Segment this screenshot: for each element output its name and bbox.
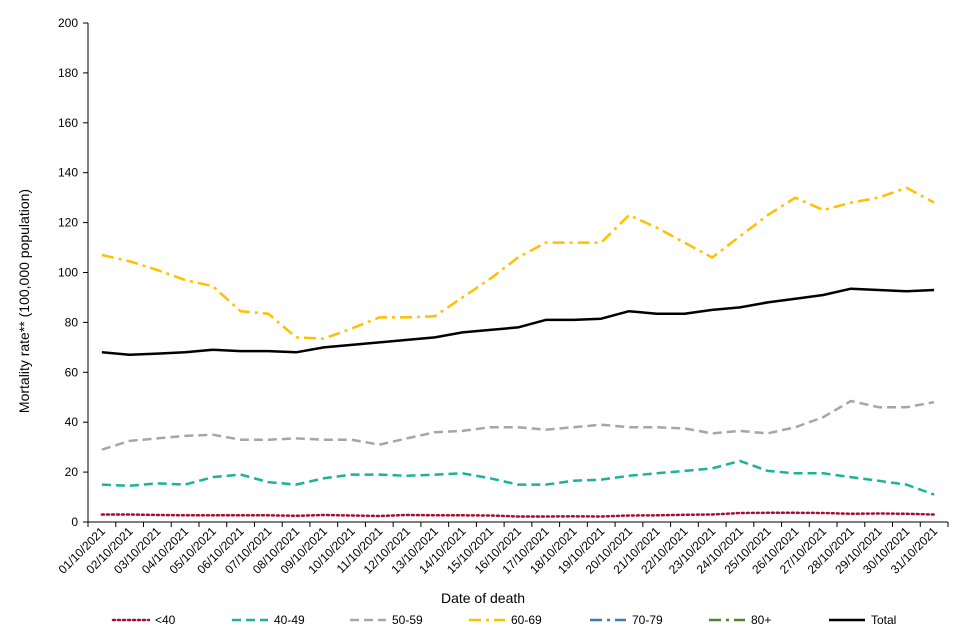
legend-label-40: <40 (155, 613, 176, 627)
y-tick-label: 140 (58, 166, 78, 180)
x-axis-ticks: 01/10/202102/10/202103/10/202104/10/2021… (56, 522, 949, 577)
y-tick-label: 40 (65, 415, 79, 429)
y-tick-label: 20 (65, 465, 79, 479)
series-line-60-69 (101, 186, 935, 340)
legend-label-60-69: 60-69 (511, 613, 542, 627)
legend-label-70-79: 70-79 (632, 613, 663, 627)
series-line-total (101, 287, 935, 357)
legend-label-40-49: 40-49 (274, 613, 305, 627)
legend: <40 40-49 50-59 60-69 70-79 80+ Total (111, 613, 896, 627)
y-axis-ticks: 0 20 40 60 80 100 120 140 160 180 200 (58, 16, 88, 529)
series-line-40-49 (101, 459, 935, 496)
legend-label-80: 80+ (751, 613, 771, 627)
series-lines (100, 186, 936, 518)
y-axis-title: Mortality rate** (100,000 population) (16, 189, 32, 413)
y-tick-label: 60 (65, 365, 79, 379)
y-tick-label: 0 (71, 515, 78, 529)
legend-label-total: Total (871, 613, 896, 627)
legend-label-50-59: 50-59 (392, 613, 423, 627)
series-line-40 (100, 511, 936, 518)
axes (87, 23, 948, 523)
y-tick-label: 100 (58, 266, 78, 280)
x-axis-title: Date of death (441, 590, 525, 606)
y-tick-label: 120 (58, 216, 78, 230)
y-tick-label: 160 (58, 116, 78, 130)
series-line-50-59 (101, 399, 935, 451)
y-tick-label: 200 (58, 16, 78, 30)
y-tick-label: 80 (65, 315, 79, 329)
y-tick-label: 180 (58, 66, 78, 80)
